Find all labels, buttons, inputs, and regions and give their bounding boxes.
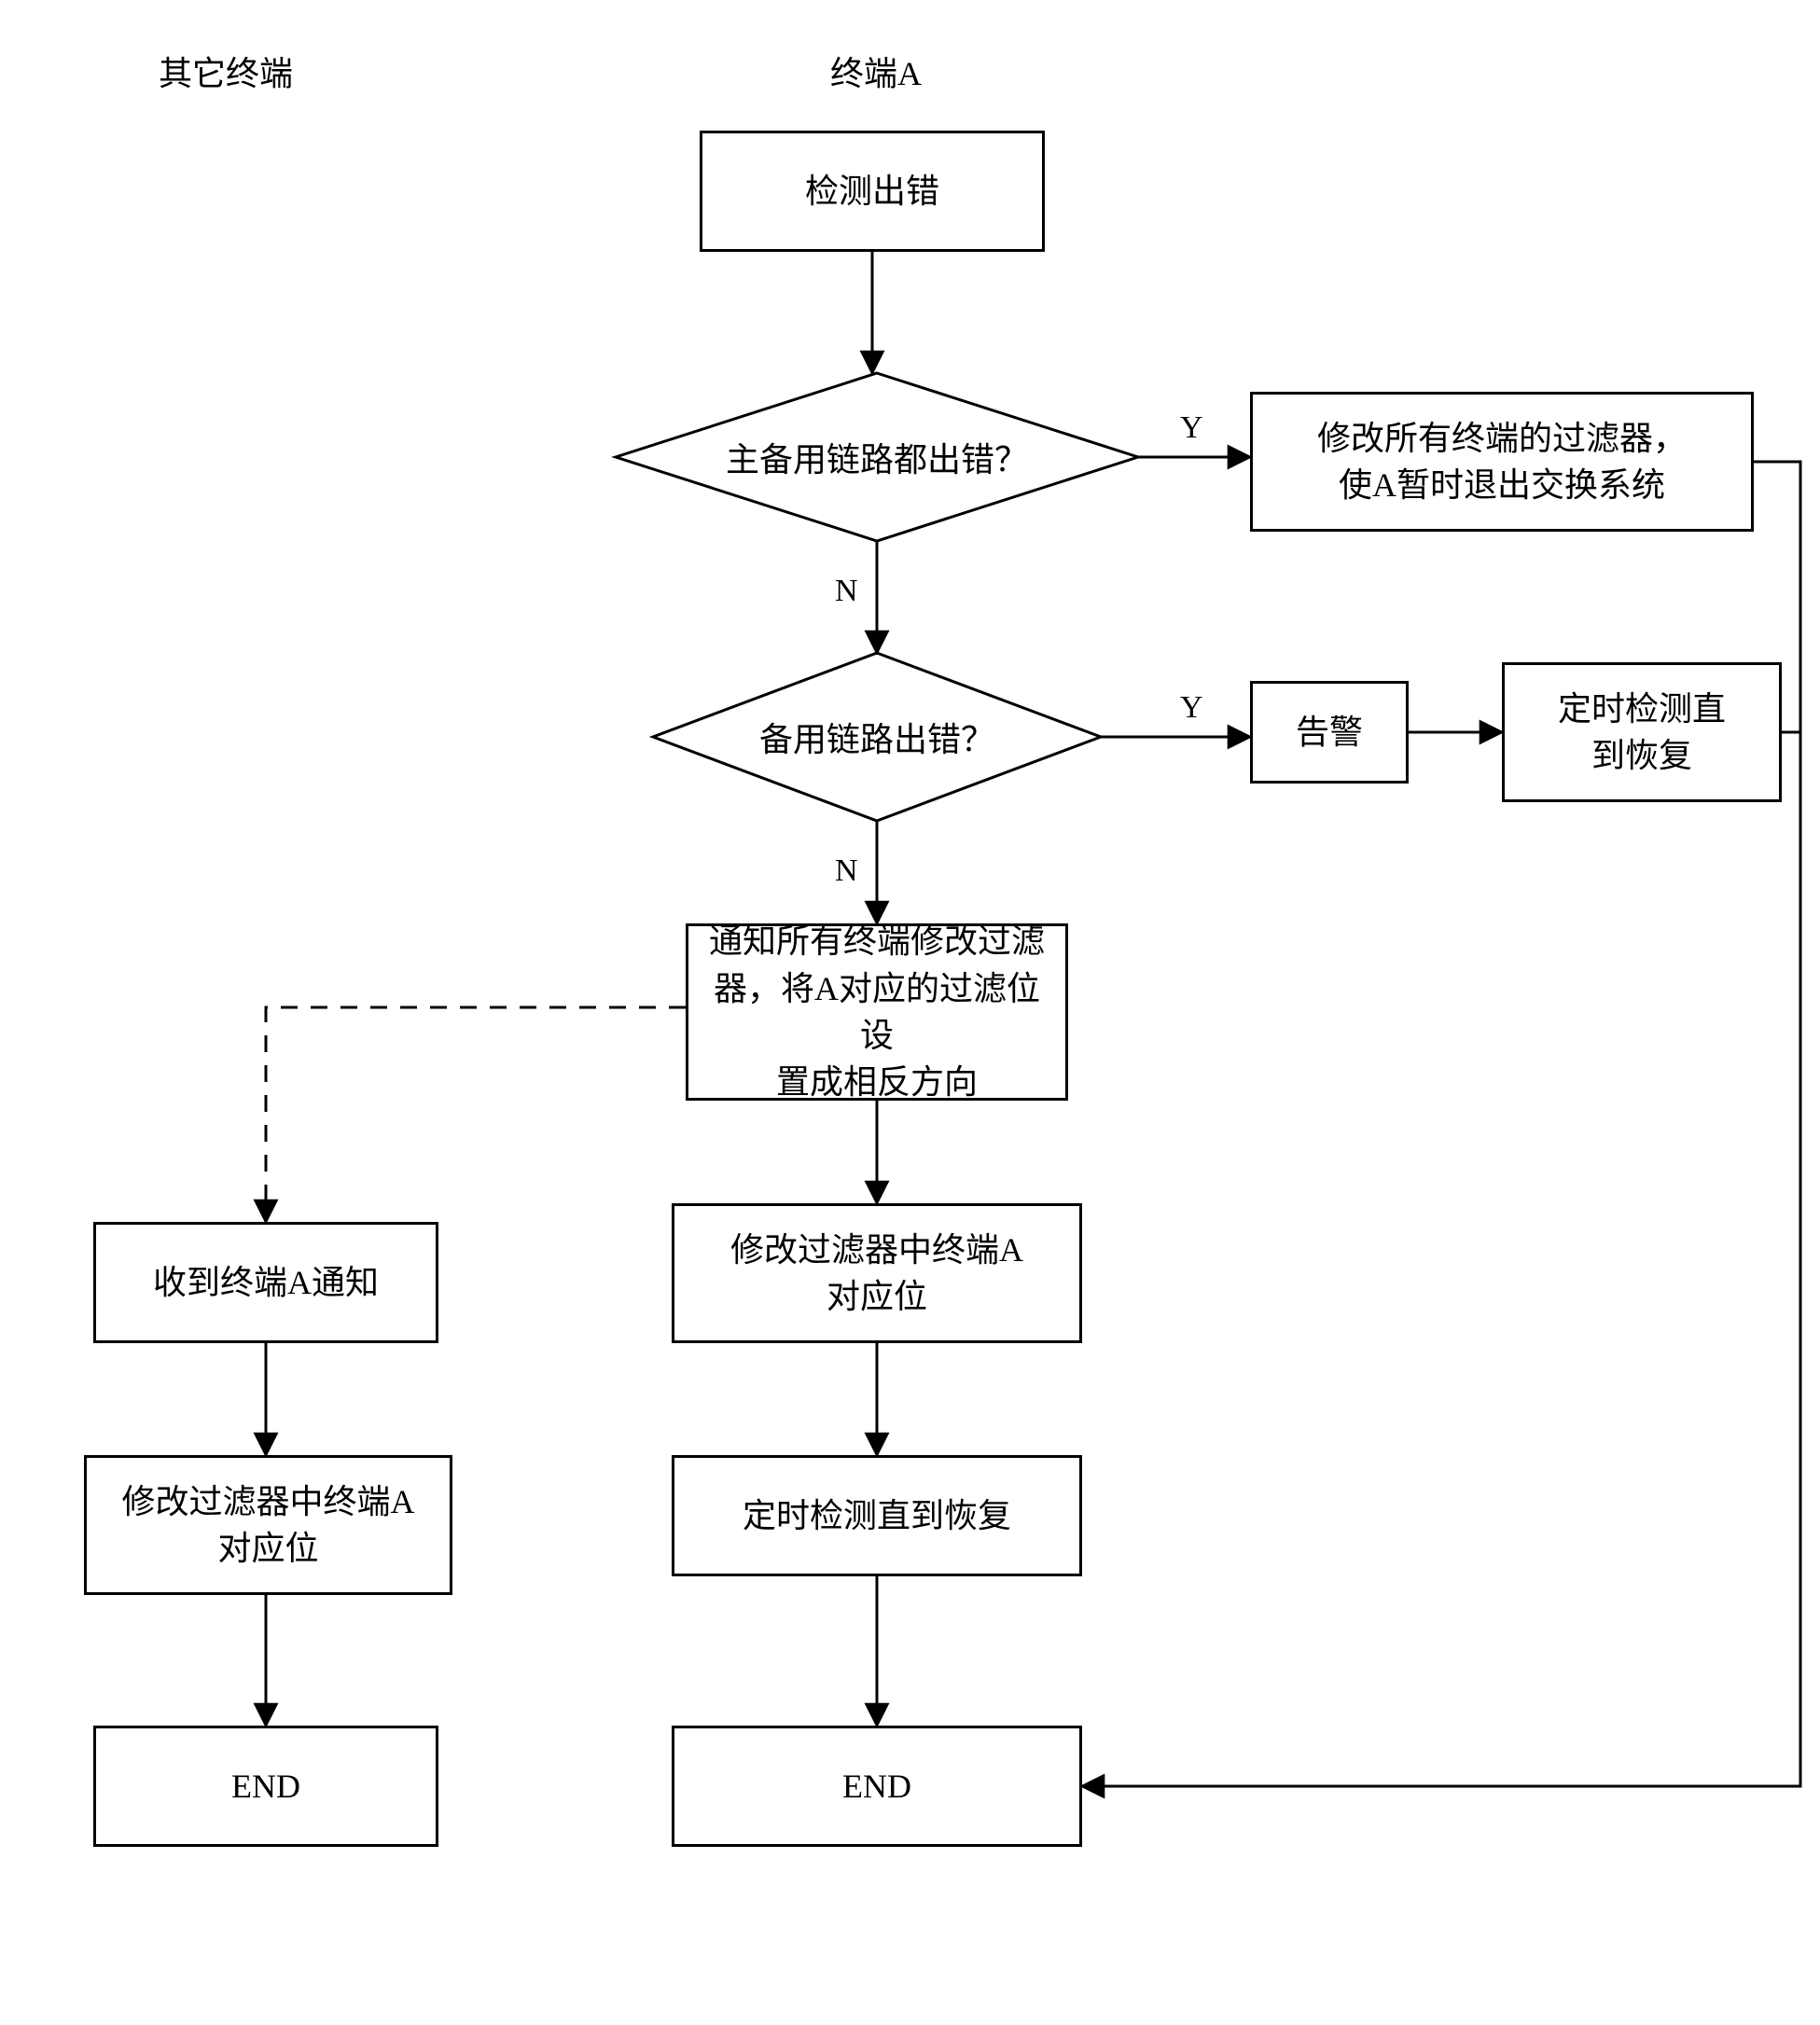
node-backup-fail: 备用链路出错？ (653, 653, 1101, 821)
node-modify-exit-label: 修改所有终端的过滤器， 使A暂时退出交换系统 (1317, 415, 1687, 509)
edge-label-both-fail-y: Y (1180, 410, 1203, 446)
node-detect-error: 检测出错 (700, 131, 1045, 252)
node-detect-error-label: 检测出错 (805, 168, 939, 215)
node-end-right: END (672, 1726, 1082, 1847)
node-notify-all: 通知所有终端修改过滤 器，将A对应的过滤位设 置成相反方向 (686, 923, 1068, 1101)
node-end-right-label: END (842, 1763, 911, 1810)
node-modify-bit-left-label: 修改过滤器中终端A 对应位 (122, 1478, 415, 1573)
node-modify-bit-a: 修改过滤器中终端A 对应位 (672, 1203, 1082, 1343)
node-notify-all-label: 通知所有终端修改过滤 器，将A对应的过滤位设 置成相反方向 (707, 918, 1047, 1106)
node-modify-exit: 修改所有终端的过滤器， 使A暂时退出交换系统 (1250, 392, 1754, 532)
edge-label-backup-fail-n: N (835, 853, 858, 889)
node-both-fail-label: 主备用链路都出错？ (726, 433, 1028, 481)
node-recv-notice-label: 收到终端A通知 (153, 1259, 379, 1306)
node-poll-alarm-label: 定时检测直 到恢复 (1558, 686, 1726, 780)
node-modify-bit-left: 修改过滤器中终端A 对应位 (84, 1455, 452, 1595)
node-poll-recover: 定时检测直到恢复 (672, 1455, 1082, 1576)
node-end-left: END (93, 1726, 438, 1847)
node-poll-alarm: 定时检测直 到恢复 (1502, 662, 1782, 802)
node-modify-bit-a-label: 修改过滤器中终端A 对应位 (730, 1227, 1023, 1321)
header-other-terminals: 其它终端 (159, 47, 293, 95)
node-backup-fail-label: 备用链路出错？ (759, 713, 994, 761)
node-alarm-label: 告警 (1296, 709, 1363, 756)
node-recv-notice: 收到终端A通知 (93, 1222, 438, 1343)
node-alarm: 告警 (1250, 681, 1409, 784)
node-both-fail: 主备用链路都出错？ (616, 373, 1138, 541)
edge-label-backup-fail-y: Y (1180, 690, 1203, 726)
node-poll-recover-label: 定时检测直到恢复 (743, 1492, 1011, 1539)
node-end-left-label: END (231, 1763, 300, 1810)
header-terminal-a: 终端A (830, 47, 922, 95)
edge-label-both-fail-n: N (835, 574, 858, 609)
